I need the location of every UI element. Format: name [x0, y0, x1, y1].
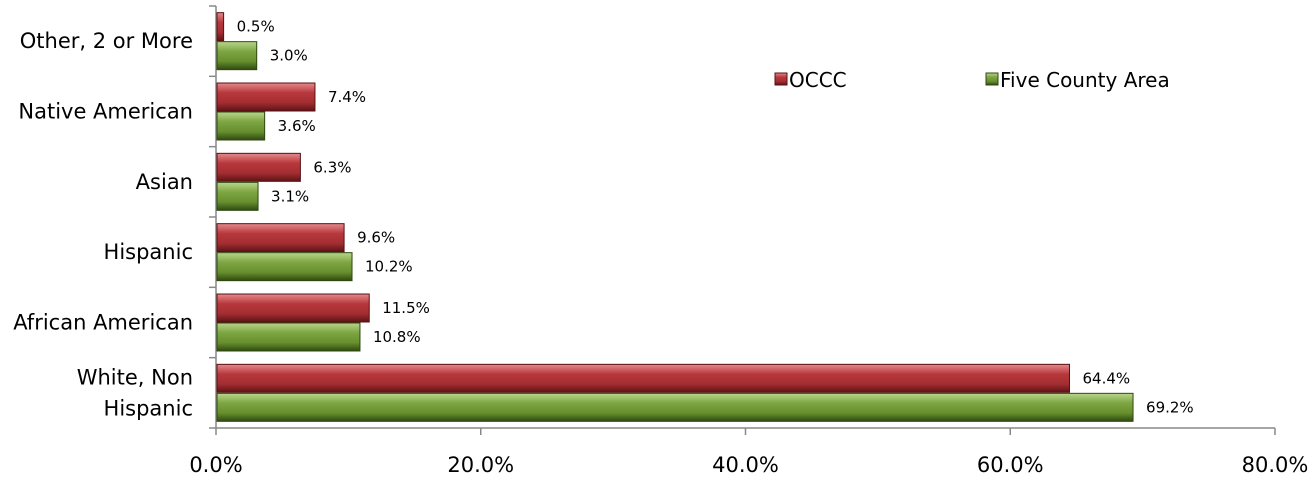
- data-labels: 64.4% 69.2% 11.5% 10.8% 9.6% 10.2% 6.3%3.1% 7.4…: [237, 18, 1194, 417]
- x-tick-label: 20.0%: [447, 453, 514, 477]
- x-tick-label: 60.0%: [977, 453, 1044, 477]
- legend: OCCC Five County Area: [774, 68, 1170, 92]
- bar-occc: [216, 223, 345, 253]
- bar-five-county-area: [216, 111, 266, 141]
- data-label: 64.4%: [1082, 369, 1130, 387]
- data-label: 3.6%: [278, 117, 316, 135]
- bar-occc: [216, 12, 225, 42]
- category-label: Other, 2 or More: [20, 29, 193, 53]
- data-label: 3.0%: [270, 47, 308, 65]
- bar-five-county-area: [216, 41, 258, 71]
- axes: 0.0% 20.0% 40.0% 60.0% 80.0% White, Non Hispan…: [13, 5, 1309, 477]
- bars: [216, 12, 1134, 422]
- x-tick-label: 0.0%: [189, 453, 242, 477]
- category-label: Native American: [18, 100, 193, 124]
- bar-occc: [216, 293, 370, 323]
- data-label: 10.8%: [373, 328, 421, 346]
- bar-occc: [216, 363, 1070, 393]
- legend-swatch: [985, 72, 999, 86]
- x-tick-label: 80.0%: [1242, 453, 1309, 477]
- category-label: African American: [13, 311, 193, 335]
- legend-label: Five County Area: [1000, 68, 1170, 92]
- data-label: 7.4%: [328, 88, 366, 106]
- data-label: 0.5%: [237, 18, 275, 36]
- legend-swatch: [774, 72, 788, 86]
- data-label: 6.3%: [313, 158, 351, 176]
- bar-five-county-area: [216, 392, 1134, 422]
- category-label: Asian: [136, 170, 193, 194]
- bar-five-county-area: [216, 252, 353, 282]
- bar-occc: [216, 82, 316, 112]
- data-label: 10.2%: [365, 258, 413, 276]
- x-tick-label: 40.0%: [712, 453, 779, 477]
- bar-occc: [216, 152, 301, 182]
- data-label: 3.1%: [271, 187, 309, 205]
- data-label: 11.5%: [382, 299, 430, 317]
- category-label: White, Non Hispanic: [77, 365, 193, 420]
- bar-five-county-area: [216, 181, 259, 211]
- data-label: 69.2%: [1146, 398, 1194, 416]
- bar-five-county-area: [216, 322, 361, 352]
- legend-label: OCCC: [789, 68, 847, 92]
- data-label: 9.6%: [357, 229, 395, 247]
- category-label: Hispanic: [104, 240, 193, 264]
